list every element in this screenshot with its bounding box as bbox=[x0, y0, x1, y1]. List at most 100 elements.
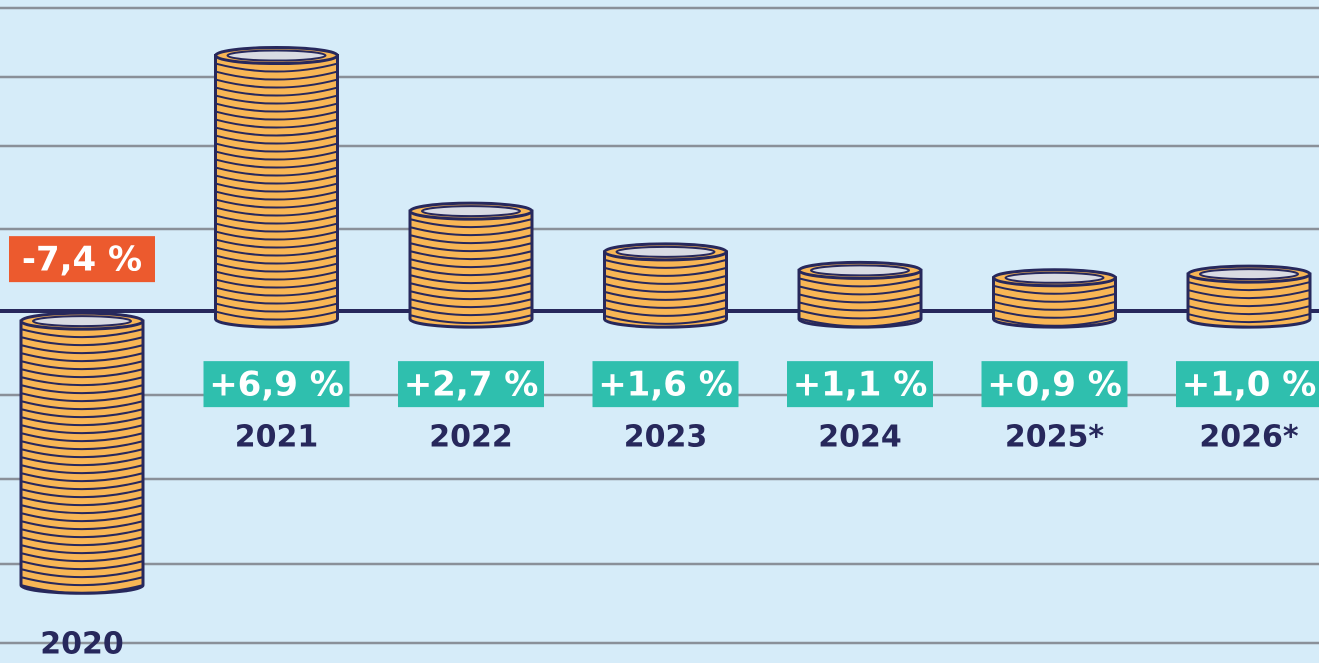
coin-edge bbox=[409, 290, 533, 301]
coin-edge bbox=[1187, 281, 1311, 292]
coin-edge bbox=[20, 552, 144, 563]
coin-edge bbox=[215, 150, 338, 161]
coin-edge bbox=[20, 400, 144, 411]
coin-edge bbox=[20, 480, 144, 491]
coin-edge bbox=[20, 456, 144, 467]
coin-body bbox=[603, 250, 728, 329]
coin-edge bbox=[20, 384, 144, 395]
coin-edge bbox=[20, 544, 144, 555]
coin-edge bbox=[409, 298, 533, 309]
coin-edge bbox=[604, 314, 727, 325]
coin-edge bbox=[215, 286, 338, 297]
coin-edge bbox=[20, 432, 144, 443]
coin-edge bbox=[215, 246, 338, 257]
coin-edge bbox=[993, 284, 1116, 295]
coin-edge bbox=[20, 560, 144, 571]
coin-edge bbox=[20, 376, 144, 387]
category-label: 2024 bbox=[818, 420, 902, 455]
coin-stack bbox=[214, 46, 339, 329]
coin-stack bbox=[1186, 264, 1312, 329]
coin-edge bbox=[20, 344, 144, 355]
label-box bbox=[398, 361, 544, 408]
coin-face bbox=[810, 264, 910, 277]
value-label: +6,9 % bbox=[209, 365, 344, 405]
coin-edge bbox=[20, 520, 144, 531]
coin-edge bbox=[409, 258, 533, 269]
coin-edge bbox=[993, 292, 1116, 303]
coin-edge bbox=[215, 102, 338, 113]
coin-edge bbox=[20, 408, 144, 419]
coin-body bbox=[408, 209, 534, 329]
coin-edge bbox=[798, 277, 922, 288]
coin-edge bbox=[409, 250, 533, 261]
category-label: 2021 bbox=[235, 420, 319, 455]
coin-edge bbox=[409, 282, 533, 293]
value-label: +2,7 % bbox=[404, 365, 539, 405]
coin-edge bbox=[20, 336, 144, 347]
coin-edge bbox=[20, 448, 144, 459]
label-box bbox=[981, 361, 1128, 408]
coin-edge bbox=[798, 301, 922, 312]
coin-edge bbox=[215, 294, 338, 305]
coin-edge bbox=[604, 306, 727, 317]
coin-edge bbox=[20, 392, 144, 403]
value-label: +1,6 % bbox=[598, 365, 733, 405]
coin-edge bbox=[215, 78, 338, 89]
category-label: 2023 bbox=[624, 420, 708, 455]
label-box bbox=[203, 361, 350, 408]
coin-edge bbox=[604, 282, 727, 293]
coin-edge bbox=[409, 274, 533, 285]
coin-edge bbox=[604, 274, 727, 285]
coin-face bbox=[226, 49, 327, 62]
coin-edge bbox=[215, 262, 338, 273]
coin-edge bbox=[409, 242, 533, 253]
coin-face bbox=[421, 205, 521, 218]
coin-edge bbox=[1187, 305, 1311, 316]
coin-edge bbox=[20, 352, 144, 363]
coin-edge bbox=[20, 512, 144, 523]
coin-edge bbox=[215, 70, 338, 81]
coin-edge bbox=[1187, 313, 1311, 324]
category-label: 2022 bbox=[429, 420, 513, 455]
coin-edge bbox=[215, 238, 338, 249]
coin-face bbox=[615, 245, 716, 258]
coin-edge bbox=[215, 62, 338, 73]
coin-face bbox=[32, 315, 132, 328]
coin-edge bbox=[20, 328, 144, 339]
coin-edge bbox=[993, 308, 1116, 319]
coin-edge bbox=[409, 234, 533, 245]
value-label: -7,4 % bbox=[22, 240, 142, 280]
coin-edge bbox=[20, 464, 144, 475]
coin-edge bbox=[20, 488, 144, 499]
coin-edge bbox=[20, 584, 144, 595]
coin-edge bbox=[20, 360, 144, 371]
coin-edge bbox=[798, 293, 922, 304]
coin-stack bbox=[603, 242, 728, 329]
coin-edge bbox=[215, 142, 338, 153]
coin-stack bbox=[797, 260, 923, 329]
coin-edge bbox=[20, 536, 144, 547]
coin-edge bbox=[20, 472, 144, 483]
coin-edge bbox=[604, 298, 727, 309]
coin-edge bbox=[20, 504, 144, 515]
coin-edge bbox=[20, 528, 144, 539]
coin-edge bbox=[215, 214, 338, 225]
coin-edge bbox=[215, 190, 338, 201]
coin-edge bbox=[409, 218, 533, 229]
coin-edge bbox=[215, 206, 338, 217]
coin-edge bbox=[1187, 289, 1311, 300]
coin-edge bbox=[215, 182, 338, 193]
coin-edge bbox=[20, 496, 144, 507]
value-label: +1,1 % bbox=[793, 365, 928, 405]
coin-edge bbox=[215, 94, 338, 105]
category-label: 2020 bbox=[40, 627, 124, 662]
coin-edge bbox=[215, 222, 338, 233]
coin-edge bbox=[798, 309, 922, 320]
coin-edge bbox=[20, 368, 144, 379]
coin-edge bbox=[215, 270, 338, 281]
coin-edge bbox=[798, 317, 922, 328]
coin-edge bbox=[215, 310, 338, 321]
label-box bbox=[9, 236, 155, 283]
label-box bbox=[787, 361, 933, 408]
